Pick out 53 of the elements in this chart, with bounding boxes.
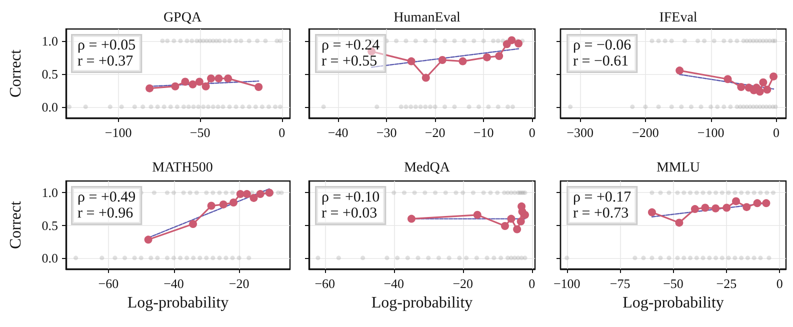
x-axis-title: Log-probability [622,294,724,312]
y-tick-label: 0.5 [42,66,58,82]
x-tick-label: 0 [278,125,286,140]
chart-title: HumanEval [394,10,461,26]
x-tick-label: −100 [697,125,724,140]
x-tick-label: −20 [228,276,250,291]
y-tick-label: 0.0 [42,99,58,114]
x-tick-label: −30 [376,125,397,140]
y-tick-label: 1.0 [42,185,58,200]
x-tick-label: −40 [164,276,184,291]
chart-title: MATH500 [152,160,213,176]
x-tick-label: −10 [473,125,494,140]
y-axis-title: Correct [8,48,24,98]
chart-title: GPQA [163,10,202,26]
annotation: ρ = +0.49 [78,190,136,206]
x-axis-title: Log-probability [371,294,473,312]
annotation: ρ = +0.05 [78,38,136,54]
y-tick-label: 0.5 [42,218,58,233]
x-tick-label: −50 [190,125,210,140]
x-tick-label: −50 [663,276,684,291]
annotation: ρ = −0.06 [573,38,632,54]
annotation: r = +0.73 [573,206,629,222]
x-axis-title: Log-probability [127,294,229,312]
x-tick-label: −300 [566,125,594,140]
y-tick-label: 0.0 [42,250,58,266]
x-tick-label: 0 [528,125,536,140]
annotation: ρ = +0.17 [573,190,632,206]
x-tick-label: 0 [772,125,780,140]
x-tick-label: −40 [384,276,404,291]
x-tick-label: −60 [314,276,336,291]
x-tick-label: −20 [424,125,446,140]
annotation: r = +0.96 [78,206,134,222]
x-tick-label: 0 [528,276,536,291]
chart-title: IFEval [659,10,698,26]
x-tick-label: −100 [104,125,132,140]
y-axis-title: Correct [8,200,24,249]
annotation: r = −0.61 [573,54,629,70]
x-tick-label: −20 [452,276,474,291]
x-tick-label: −75 [610,276,630,291]
chart-title: MedQA [404,160,451,176]
annotation: r = +0.03 [322,206,378,222]
y-tick-label: 1.0 [42,33,58,48]
annotation: r = +0.55 [322,54,378,70]
x-tick-label: −40 [328,125,348,140]
x-tick-label: −60 [98,276,119,291]
x-tick-label: −100 [553,276,580,291]
annotation: ρ = +0.10 [322,190,380,206]
chart-title: MMLU [656,160,700,176]
x-tick-label: 0 [776,276,783,291]
x-tick-label: −200 [632,125,659,140]
x-tick-label: −25 [716,276,737,291]
annotation: ρ = +0.24 [322,38,380,54]
annotation: r = +0.37 [78,54,134,70]
